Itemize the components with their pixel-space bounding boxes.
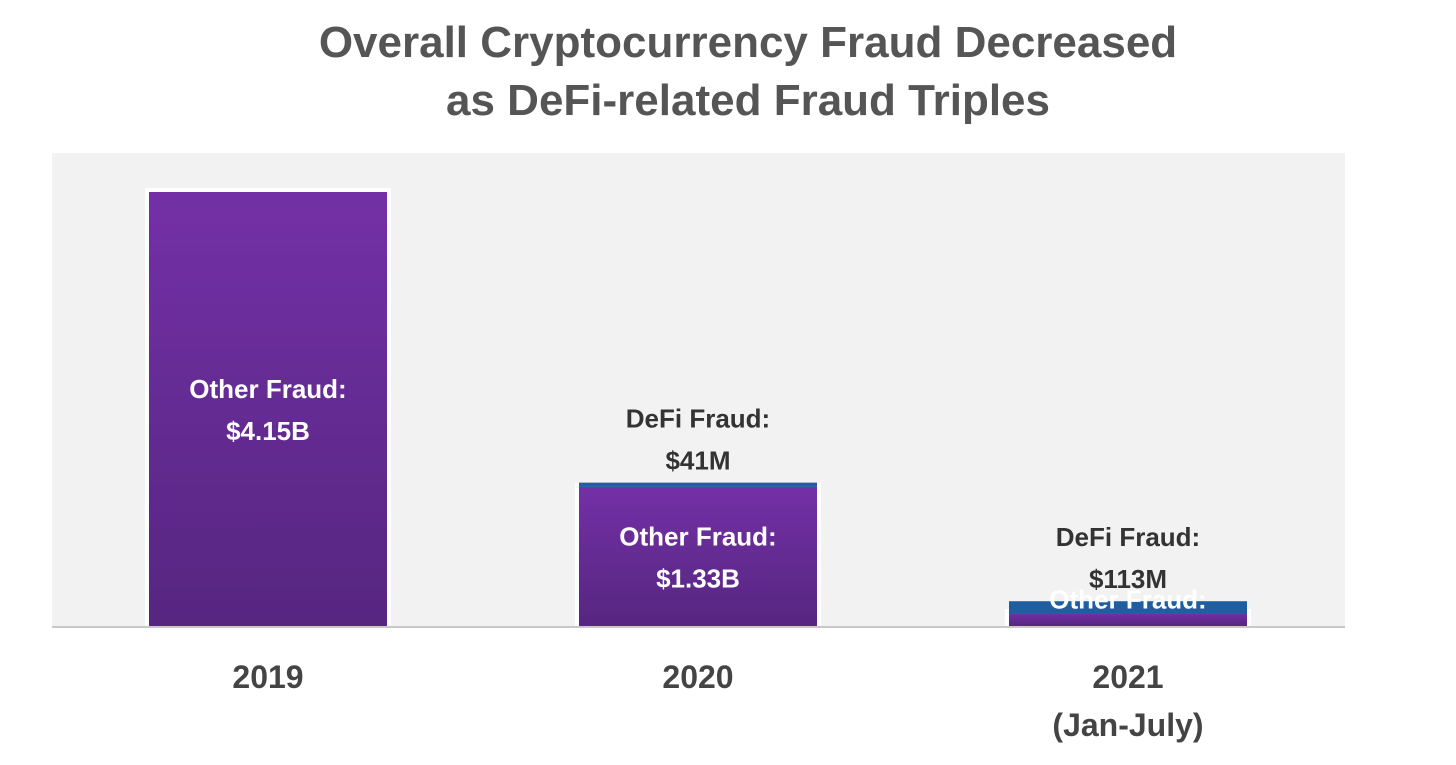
bar-defi-fraud-2021 [1009,601,1247,614]
chart-title-line-1: Overall Cryptocurrency Fraud Decreased [318,18,1178,67]
x-tick-sublabel-2021: (Jan-July) [1052,707,1203,743]
data-label-defi-fraud-2020-line-2: $41M [665,446,730,476]
bars-layer [145,188,1251,626]
data-label-defi-fraud-2020-line-1: DeFi Fraud: [626,404,770,434]
bar-defi-fraud-2020 [579,482,817,487]
data-label-other-fraud-2021-line-2: $124M [1088,627,1168,657]
data-label-other-fraud-2020-line-1: Other Fraud: [619,521,776,551]
bar-other-fraud-2020 [579,486,817,626]
data-label-other-fraud-2021-line-1: Other Fraud: [1049,585,1206,615]
data-label-defi-fraud-2021-line-1: DeFi Fraud: [1056,522,1200,552]
x-tick-label-2020: 2020 [662,659,733,695]
data-label-other-fraud-2020-line-2: $1.33B [656,563,740,593]
chart-title: Overall Cryptocurrency Fraud Decreased a… [0,14,1456,130]
bar-other-fraud-2019 [149,192,387,626]
data-label-other-fraud-2019-line-2: $4.15B [226,416,310,446]
chart-title-line-2: as DeFi-related Fraud Triples [446,76,1050,125]
x-tick-label-2021: 2021 [1092,659,1163,695]
labels-layer: 2019 Other Fraud: $4.15B 2020 DeFi Fraud: $41… [189,374,1206,743]
data-label-defi-fraud-2021-line-2: $113M [1089,564,1167,594]
data-label-other-fraud-2019-line-1: Other Fraud: [189,374,346,404]
x-tick-label-2019: 2019 [232,659,303,695]
bar-other-fraud-2021 [1009,613,1247,626]
